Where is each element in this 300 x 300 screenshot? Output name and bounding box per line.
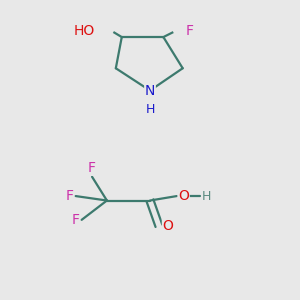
Text: O: O — [178, 189, 189, 203]
Text: F: F — [186, 24, 194, 38]
Text: N: N — [145, 84, 155, 98]
Text: H: H — [145, 103, 155, 116]
Text: HO: HO — [74, 24, 95, 38]
Text: F: F — [65, 189, 73, 203]
Text: O: O — [163, 219, 173, 233]
Text: H: H — [202, 190, 211, 202]
Text: F: F — [71, 213, 79, 227]
Text: F: F — [88, 161, 96, 175]
